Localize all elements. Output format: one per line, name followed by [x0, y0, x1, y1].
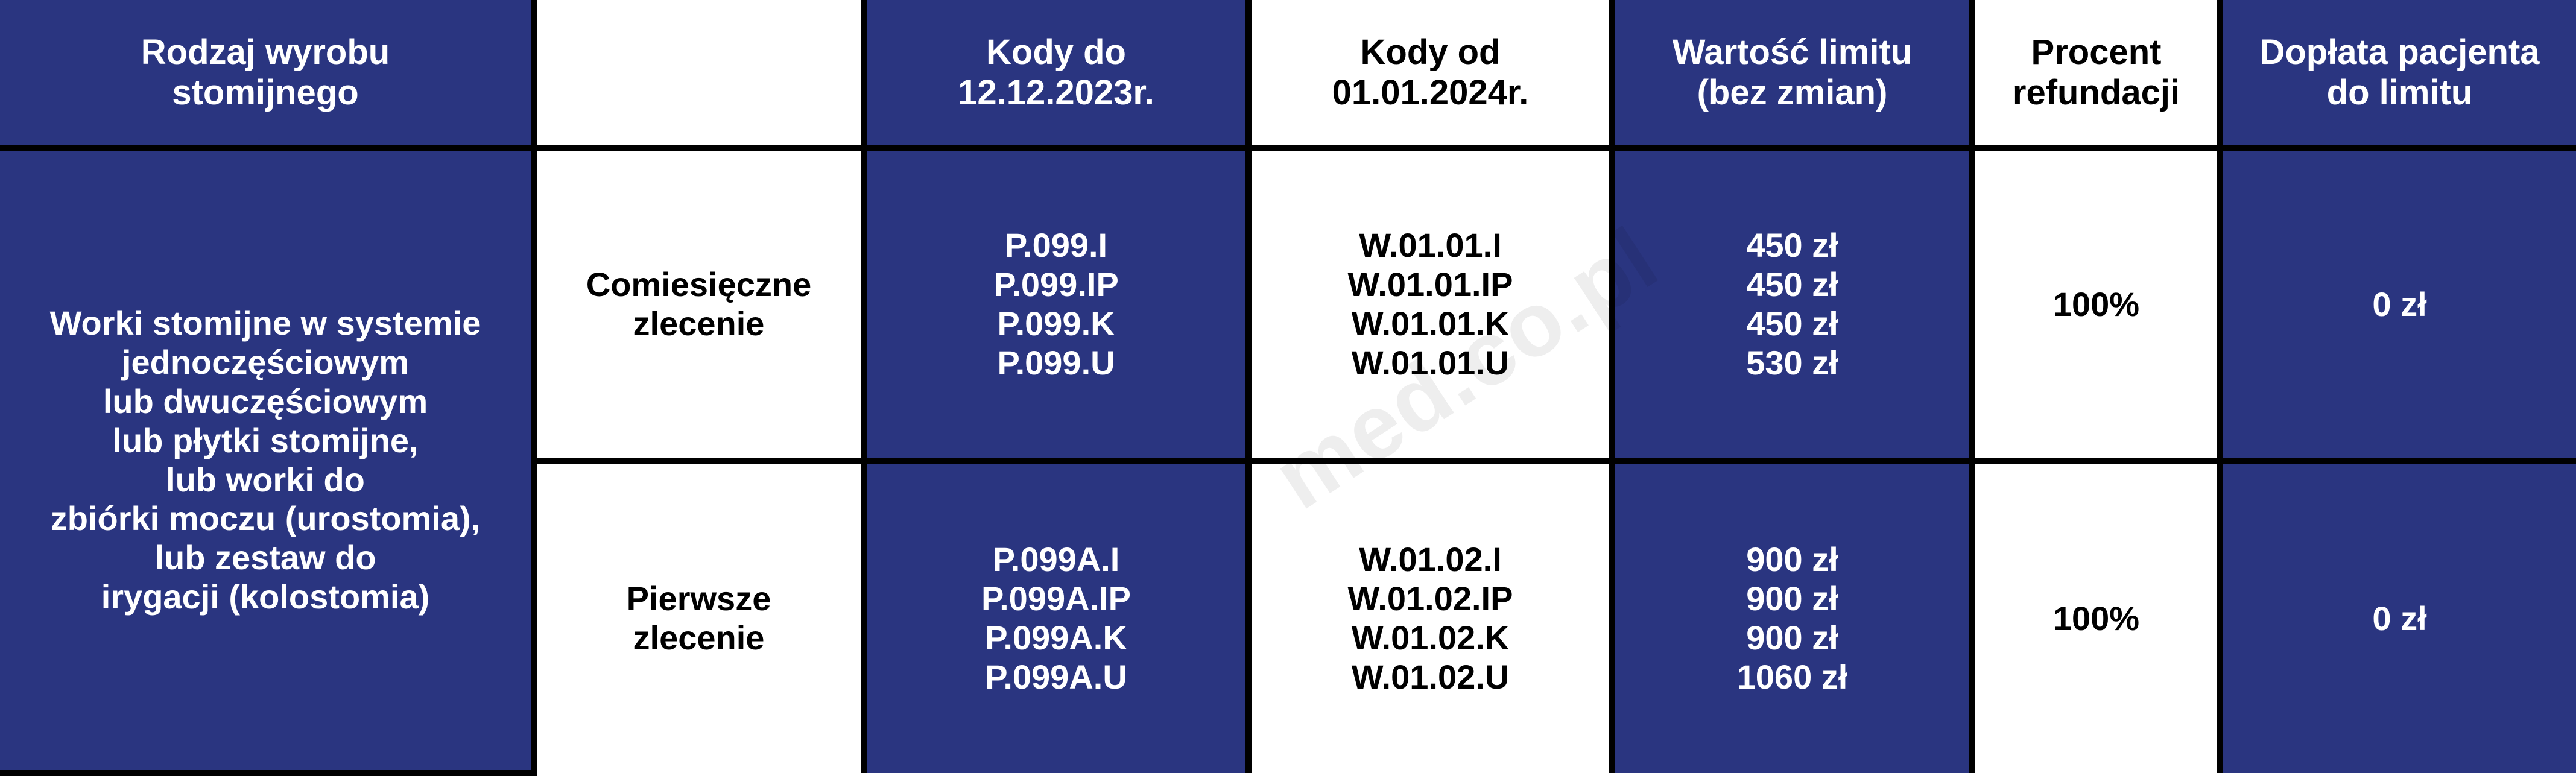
- header-refund-percent-line2: refundacji: [2012, 73, 2180, 112]
- cell-limit-values-first: 900 zł 900 zł 900 zł 1060 zł: [1609, 458, 1975, 773]
- code-from-item: W.01.02.IP: [1347, 579, 1513, 618]
- order-type-line: zlecenie: [633, 304, 765, 342]
- header-patient-copay: Dopłata pacjenta do limitu: [2217, 0, 2576, 151]
- cell-patient-copay-monthly: 0 zł: [2217, 145, 2576, 464]
- limit-value-item: 450 zł: [1746, 304, 1838, 342]
- product-description-line: lub zestaw do: [154, 538, 376, 577]
- limit-values-stack: 450 zł 450 zł 450 zł 530 zł: [1619, 226, 1966, 383]
- codes-from-stack: W.01.02.I W.01.02.IP W.01.02.K W.01.02.U: [1255, 540, 1606, 697]
- codes-from-stack: W.01.01.I W.01.01.IP W.01.01.K W.01.01.U: [1255, 226, 1606, 383]
- cell-codes-until-monthly: P.099.I P.099.IP P.099.K P.099.U: [861, 145, 1252, 464]
- header-order-type: [531, 0, 867, 151]
- header-limit-value: Wartość limitu (bez zmian): [1609, 0, 1975, 151]
- limit-value-item: 530 zł: [1746, 343, 1838, 382]
- product-description-line: irygacji (kolostomia): [101, 578, 430, 616]
- product-description-line: jednoczęściowym: [121, 342, 410, 381]
- header-codes-from-line1: Kody od: [1360, 32, 1501, 72]
- code-from-item: W.01.02.U: [1351, 657, 1510, 696]
- code-from-item: W.01.01.K: [1351, 304, 1510, 342]
- header-codes-until-line2: 12.12.2023r.: [958, 73, 1154, 112]
- header-codes-until-line1: Kody do: [986, 32, 1126, 72]
- table-row: Pierwsze zlecenie P.099A.I P.099A.IP P.0…: [0, 458, 2576, 773]
- limit-value-item: 900 zł: [1746, 579, 1838, 618]
- cell-order-type-monthly: Comiesięczne zlecenie: [531, 145, 867, 464]
- header-patient-copay-line1: Dopłata pacjenta: [2259, 32, 2540, 72]
- header-limit-value-line2: (bez zmian): [1697, 73, 1888, 112]
- cell-patient-copay-first: 0 zł: [2217, 458, 2576, 773]
- limit-values-stack: 900 zł 900 zł 900 zł 1060 zł: [1619, 540, 1966, 697]
- cell-limit-values-monthly: 450 zł 450 zł 450 zł 530 zł: [1609, 145, 1975, 464]
- cell-refund-percent-monthly: 100%: [1969, 145, 2223, 464]
- code-from-item: W.01.02.K: [1351, 619, 1510, 657]
- code-from-item: W.01.01.IP: [1347, 265, 1513, 304]
- table-row: Worki stomijne w systemie jednoczęściowy…: [0, 145, 2576, 776]
- code-until-item: P.099.U: [997, 343, 1115, 382]
- header-limit-value-line1: Wartość limitu: [1672, 32, 1913, 72]
- table-header-row: Rodzaj wyrobu stomijnego Kody do 12.12.2…: [0, 0, 2576, 151]
- order-type-line: Pierwsze: [626, 579, 771, 618]
- cell-codes-from-first: W.01.02.I W.01.02.IP W.01.02.K W.01.02.U: [1245, 458, 1615, 773]
- code-until-item: P.099A.K: [985, 619, 1127, 657]
- limit-value-item: 450 zł: [1746, 265, 1838, 304]
- cell-product-description: Worki stomijne w systemie jednoczęściowy…: [0, 145, 537, 776]
- order-type-line: Comiesięczne: [586, 265, 812, 304]
- product-description-line: lub płytki stomijne,: [112, 421, 419, 459]
- code-until-item: P.099A.U: [985, 657, 1127, 696]
- header-codes-from-line2: 01.01.2024r.: [1332, 73, 1529, 112]
- cell-order-type-first: Pierwsze zlecenie: [534, 458, 867, 773]
- product-description-line: Worki stomijne w systemie: [49, 303, 481, 342]
- header-codes-until: Kody do 12.12.2023r.: [861, 0, 1252, 151]
- product-description-stack: Worki stomijne w systemie jednoczęściowy…: [4, 304, 527, 617]
- code-until-item: P.099.K: [997, 304, 1115, 342]
- header-patient-copay-line2: do limitu: [2326, 73, 2473, 112]
- product-description-line: zbiórki moczu (urostomia),: [50, 499, 481, 538]
- cell-refund-percent-first: 100%: [1969, 458, 2223, 773]
- header-product-type: Rodzaj wyrobu stomijnego: [0, 0, 537, 151]
- cell-codes-until-first: P.099A.I P.099A.IP P.099A.K P.099A.U: [861, 458, 1252, 773]
- header-refund-percent: Procent refundacji: [1969, 0, 2223, 151]
- header-product-type-line1: Rodzaj wyrobu: [141, 32, 390, 72]
- code-until-item: P.099A.IP: [981, 579, 1131, 618]
- code-until-item: P.099.IP: [993, 265, 1119, 304]
- code-from-item: W.01.01.U: [1351, 343, 1510, 382]
- limit-value-item: 450 zł: [1746, 226, 1838, 265]
- product-description-line: lub dwuczęściowym: [103, 382, 428, 420]
- header-refund-percent-line1: Procent: [2031, 32, 2162, 72]
- limit-value-item: 900 zł: [1746, 619, 1838, 657]
- code-until-item: P.099.I: [1004, 226, 1108, 265]
- cell-codes-from-monthly: W.01.01.I W.01.01.IP W.01.01.K W.01.01.U: [1245, 145, 1615, 464]
- code-from-item: W.01.01.I: [1359, 226, 1502, 265]
- header-codes-from: Kody od 01.01.2024r.: [1245, 0, 1615, 151]
- limit-value-item: 900 zł: [1746, 540, 1838, 579]
- codes-until-stack: P.099.I P.099.IP P.099.K P.099.U: [870, 226, 1242, 383]
- code-from-item: W.01.02.I: [1359, 540, 1502, 579]
- limit-value-item: 1060 zł: [1736, 657, 1848, 696]
- order-type-line: zlecenie: [633, 619, 765, 657]
- codes-until-stack: P.099A.I P.099A.IP P.099A.K P.099A.U: [870, 540, 1242, 697]
- code-until-item: P.099A.I: [992, 540, 1120, 579]
- header-product-type-line2: stomijnego: [172, 73, 359, 112]
- product-description-line: lub worki do: [166, 460, 365, 499]
